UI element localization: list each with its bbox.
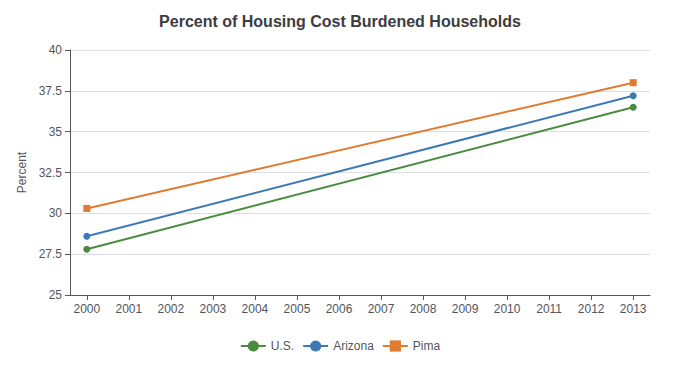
- svg-text:2000: 2000: [73, 302, 100, 316]
- svg-text:Arizona: Arizona: [333, 339, 374, 353]
- svg-text:Percent of Housing Cost Burden: Percent of Housing Cost Burdened Househo…: [159, 13, 521, 30]
- svg-text:32.5: 32.5: [39, 166, 63, 180]
- svg-text:25: 25: [49, 288, 63, 302]
- svg-text:2010: 2010: [494, 302, 521, 316]
- svg-text:2001: 2001: [115, 302, 142, 316]
- svg-text:2013: 2013: [620, 302, 647, 316]
- svg-text:30: 30: [49, 206, 63, 220]
- svg-text:27.5: 27.5: [39, 247, 63, 261]
- svg-text:37.5: 37.5: [39, 84, 63, 98]
- svg-text:35: 35: [49, 125, 63, 139]
- svg-text:40: 40: [49, 43, 63, 57]
- svg-text:2002: 2002: [158, 302, 185, 316]
- svg-text:2009: 2009: [452, 302, 479, 316]
- svg-text:2006: 2006: [326, 302, 353, 316]
- svg-text:2012: 2012: [578, 302, 605, 316]
- svg-text:2011: 2011: [536, 302, 562, 316]
- svg-text:Pima: Pima: [413, 339, 441, 353]
- svg-text:2004: 2004: [242, 302, 269, 316]
- svg-text:Percent: Percent: [15, 151, 29, 193]
- svg-text:2003: 2003: [200, 302, 227, 316]
- svg-text:2008: 2008: [410, 302, 437, 316]
- svg-text:U.S.: U.S.: [271, 339, 294, 353]
- svg-text:2007: 2007: [368, 302, 395, 316]
- svg-text:2005: 2005: [284, 302, 311, 316]
